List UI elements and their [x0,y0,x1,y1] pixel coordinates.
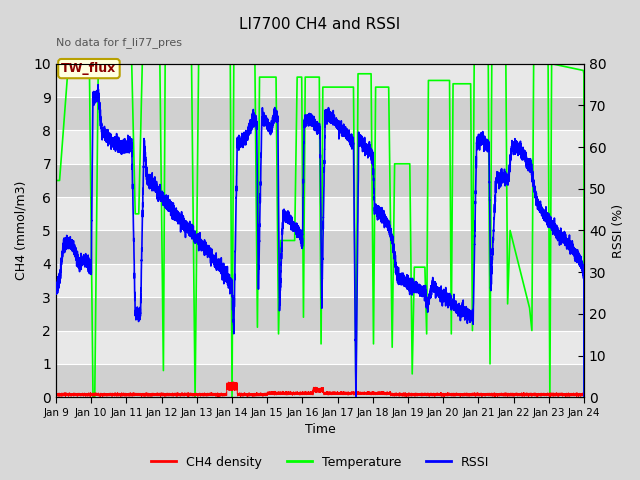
Bar [56,164,584,197]
Text: TW_flux: TW_flux [61,62,116,75]
Bar [56,364,584,397]
Bar [56,64,584,97]
Y-axis label: CH4 (mmol/m3): CH4 (mmol/m3) [15,181,28,280]
Text: No data for f_li77_pres: No data for f_li77_pres [56,37,182,48]
Bar [56,131,584,164]
Bar [56,297,584,331]
Y-axis label: RSSI (%): RSSI (%) [612,204,625,258]
Bar [56,197,584,230]
Bar [56,264,584,297]
Legend: CH4 density, Temperature, RSSI: CH4 density, Temperature, RSSI [146,451,494,474]
X-axis label: Time: Time [305,423,335,436]
Bar [56,230,584,264]
Bar [56,97,584,131]
Bar [56,331,584,364]
Text: LI7700 CH4 and RSSI: LI7700 CH4 and RSSI [239,17,401,32]
